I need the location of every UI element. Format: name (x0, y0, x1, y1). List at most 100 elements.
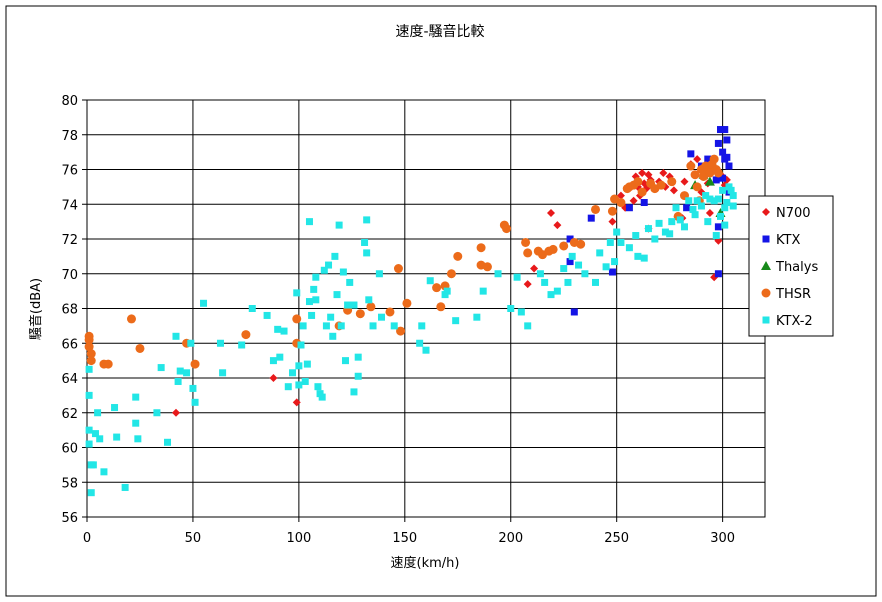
data-point (350, 388, 358, 396)
data-point (327, 313, 335, 321)
legend-marker (761, 261, 771, 270)
data-point (322, 322, 330, 330)
data-point (676, 216, 684, 224)
data-point (111, 404, 119, 412)
data-point (312, 273, 320, 281)
data-point (668, 218, 676, 226)
data-point (96, 435, 104, 443)
data-point (651, 235, 659, 243)
data-point (721, 221, 729, 229)
y-tick-label: 60 (61, 442, 78, 457)
data-point (667, 177, 677, 187)
data-point (318, 393, 326, 401)
data-point (363, 249, 371, 257)
data-point (547, 291, 555, 299)
data-point (559, 241, 569, 251)
data-point (523, 248, 533, 258)
data-point (553, 287, 561, 295)
data-point (634, 252, 642, 260)
data-point (238, 341, 246, 349)
y-axis-label: 騒音(dBA) (28, 278, 44, 340)
data-point (375, 270, 383, 278)
data-point (687, 150, 695, 158)
data-point (568, 252, 576, 260)
data-point (729, 202, 737, 210)
data-point (661, 228, 669, 236)
data-point (606, 238, 614, 246)
data-point (482, 262, 492, 272)
legend-marker (762, 235, 770, 243)
legend-box (748, 195, 834, 337)
data-point (297, 341, 305, 349)
x-tick-label: 250 (604, 531, 629, 546)
data-point (295, 381, 303, 389)
data-point (329, 332, 337, 340)
data-point (592, 278, 599, 286)
data-point (341, 357, 349, 365)
x-axis-ticks: 0 50 100 150 200 250 300 (83, 517, 735, 546)
data-point (308, 311, 316, 319)
data-point (325, 261, 333, 269)
data-point (378, 313, 386, 321)
data-point (305, 298, 313, 306)
data-point (704, 218, 712, 226)
data-point (608, 217, 617, 226)
data-point (714, 195, 722, 203)
y-tick-label: 72 (61, 233, 78, 248)
data-point (350, 301, 358, 309)
data-point (354, 353, 362, 361)
data-point (241, 330, 251, 340)
data-point (632, 232, 640, 240)
y-tick-label: 76 (61, 164, 78, 179)
data-point (276, 353, 284, 361)
data-point (126, 314, 136, 324)
data-point (200, 299, 208, 307)
y-tick-label: 70 (61, 268, 78, 283)
data-point (113, 433, 121, 441)
data-point (305, 218, 313, 226)
x-tick-label: 100 (286, 531, 311, 546)
data-point (248, 305, 256, 312)
data-point (717, 126, 725, 134)
data-point (587, 214, 595, 222)
data-point (84, 342, 94, 352)
data-point (310, 285, 318, 293)
data-point (581, 270, 589, 278)
data-point (269, 374, 278, 382)
data-point (269, 357, 277, 365)
data-point (714, 223, 722, 231)
data-point (714, 139, 722, 147)
data-point (616, 198, 626, 208)
data-point (691, 211, 699, 219)
data-point (361, 238, 369, 246)
data-point (346, 278, 354, 286)
data-point (723, 199, 731, 207)
data-point (176, 367, 184, 375)
data-point (473, 313, 481, 321)
data-point (369, 322, 377, 330)
data-point (721, 204, 729, 212)
data-point (174, 377, 182, 385)
data-point (164, 438, 172, 446)
data-point (629, 196, 638, 205)
data-point (443, 287, 451, 295)
data-point (134, 435, 142, 443)
data-point (289, 369, 297, 377)
data-point (712, 176, 720, 184)
data-point (89, 461, 97, 469)
data-point (157, 364, 165, 372)
data-point (729, 192, 737, 200)
data-point (721, 126, 729, 134)
data-point (712, 232, 720, 240)
data-point (640, 254, 648, 262)
data-point (617, 238, 625, 246)
y-tick-label: 62 (61, 407, 78, 422)
data-point (94, 409, 102, 417)
data-point (524, 322, 532, 330)
data-point (274, 325, 282, 333)
x-tick-label: 0 (83, 531, 91, 546)
data-point (85, 391, 93, 399)
data-point (301, 377, 309, 385)
data-point (292, 314, 302, 324)
